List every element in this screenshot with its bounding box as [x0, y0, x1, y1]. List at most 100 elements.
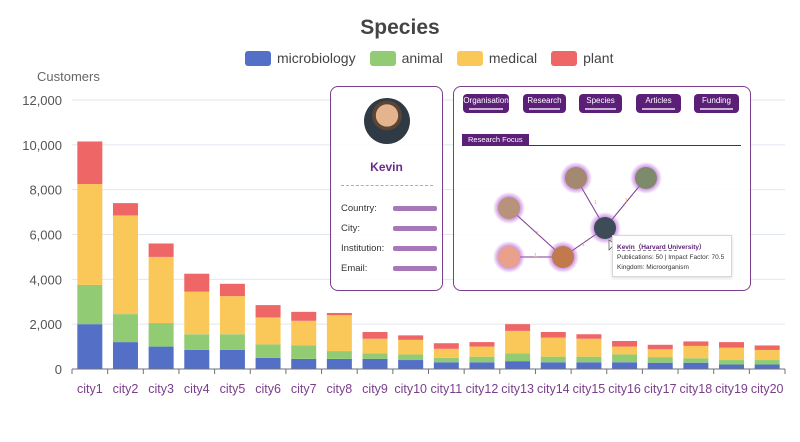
bar-segment-microbiology — [647, 362, 673, 369]
x-tick-label: city18 — [680, 382, 713, 396]
bar-segment-animal — [112, 314, 138, 343]
y-tick-label: 6,000 — [29, 228, 62, 243]
profile-divider — [341, 185, 433, 186]
y-tick-label: 10,000 — [22, 138, 62, 153]
profile-row-city: City: — [341, 223, 437, 234]
network-node[interactable] — [493, 192, 525, 224]
x-tick-label: city4 — [184, 382, 210, 396]
x-tick-label: city14 — [537, 382, 570, 396]
network-node[interactable] — [560, 162, 592, 194]
bar-segment-animal — [362, 353, 388, 359]
tab-funding[interactable]: Funding — [694, 94, 739, 113]
research-network-graph: 1 1 1 1 1 — [493, 162, 662, 273]
bar-segment-microbiology — [77, 324, 103, 369]
bar-segment-medical — [362, 338, 388, 354]
bar-segment-animal — [184, 334, 210, 350]
y-tick-label: 8,000 — [29, 183, 62, 198]
x-tick-label: city16 — [608, 382, 641, 396]
edge-label-marker: 1 — [625, 198, 628, 204]
y-tick-label: 2,000 — [29, 317, 62, 332]
tab-species[interactable]: Species — [579, 94, 622, 113]
x-tick-label: city6 — [255, 382, 281, 396]
bar-segment-medical — [255, 317, 281, 345]
legend-item-microbiology[interactable]: microbiology — [245, 50, 356, 66]
network-edge-labels: 1 1 1 1 1 — [534, 198, 628, 259]
legend-item-plant[interactable]: plant — [551, 50, 613, 66]
bar-segment-medical — [540, 337, 566, 357]
profile-label-city: City: — [341, 223, 360, 234]
bar-segment-microbiology — [433, 362, 459, 369]
legend-item-medical[interactable]: medical — [456, 50, 537, 66]
y-tick-label: 0 — [55, 362, 62, 377]
bar-segment-medical — [576, 338, 602, 357]
bar-segment-medical — [505, 330, 531, 354]
tab-label: Funding — [702, 96, 731, 105]
node-tooltip: Kevin（Harvard University） Publications: … — [612, 235, 732, 277]
chart-title: Species — [360, 16, 440, 39]
profile-name: Kevin — [370, 160, 403, 174]
profile-value-bar — [393, 266, 437, 271]
bar-segment-microbiology — [148, 346, 174, 369]
bar-segment-plant — [505, 324, 531, 331]
network-nodes[interactable] — [493, 162, 662, 273]
tooltip-divider — [617, 250, 677, 251]
x-tick-label: city3 — [148, 382, 174, 396]
x-tick-label: city15 — [573, 382, 606, 396]
legend-swatch — [456, 50, 483, 66]
network-node[interactable] — [547, 241, 579, 273]
bar-segment-medical — [612, 346, 638, 355]
legend-swatch — [551, 50, 578, 66]
edge-label-marker: 1 — [536, 231, 539, 237]
profile-card: Kevin Country: City: Institution: Email: — [330, 86, 443, 291]
tab-organisation[interactable]: Organisation — [463, 94, 509, 113]
bar-segment-animal — [469, 356, 495, 363]
profile-label-email: Email: — [341, 263, 368, 274]
bar-segment-plant — [291, 311, 317, 321]
bar-segment-plant — [469, 342, 495, 347]
tab-label: Articles — [645, 96, 672, 105]
bar-segment-medical — [719, 347, 745, 361]
bar-segment-plant — [326, 312, 352, 316]
bar-segment-plant — [647, 344, 673, 350]
avatar — [364, 98, 410, 144]
x-tick-label: city2 — [113, 382, 139, 396]
bar-segment-animal — [219, 334, 245, 350]
bar-segment-microbiology — [683, 362, 709, 369]
network-node[interactable] — [493, 241, 525, 273]
bar-segment-microbiology — [754, 364, 780, 369]
profile-row-institution: Institution: — [341, 243, 437, 254]
research-panel: Organisation Research Species Articles F… — [453, 86, 751, 291]
x-tick-label: city9 — [362, 382, 388, 396]
tab-label: Research — [527, 96, 562, 105]
bar-segment-microbiology — [184, 349, 210, 369]
legend-item-animal[interactable]: animal — [369, 50, 443, 66]
edge-label-marker: 1 — [582, 242, 585, 248]
legend-swatch — [245, 50, 271, 66]
bar-segment-animal — [398, 354, 424, 361]
bar-segment-plant — [433, 343, 459, 349]
profile-value-bar — [393, 206, 437, 211]
y-axis-label: Customers — [37, 69, 100, 84]
bar-segment-animal — [683, 358, 709, 363]
bar-segment-medical — [148, 256, 174, 324]
bar-segment-medical — [184, 291, 210, 335]
bar-segment-microbiology — [469, 362, 495, 369]
bar-segment-animal — [433, 357, 459, 363]
bar-segment-microbiology — [255, 357, 281, 369]
edge-label-marker: 1 — [534, 253, 537, 259]
profile-row-country: Country: — [341, 203, 437, 214]
bar-segment-animal — [255, 344, 281, 358]
bar-segment-animal — [505, 353, 531, 362]
legend-label: plant — [583, 50, 614, 66]
profile-value-bar — [393, 246, 437, 251]
bar-segment-microbiology — [576, 362, 602, 369]
x-tick-label: city13 — [501, 382, 534, 396]
tab-research[interactable]: Research — [523, 94, 566, 113]
bar-segment-animal — [540, 356, 566, 363]
bar-segment-plant — [184, 273, 210, 292]
bar-segment-plant — [112, 203, 138, 216]
bar-segment-microbiology — [362, 358, 388, 369]
network-node[interactable] — [630, 162, 662, 194]
tab-articles[interactable]: Articles — [636, 94, 681, 113]
